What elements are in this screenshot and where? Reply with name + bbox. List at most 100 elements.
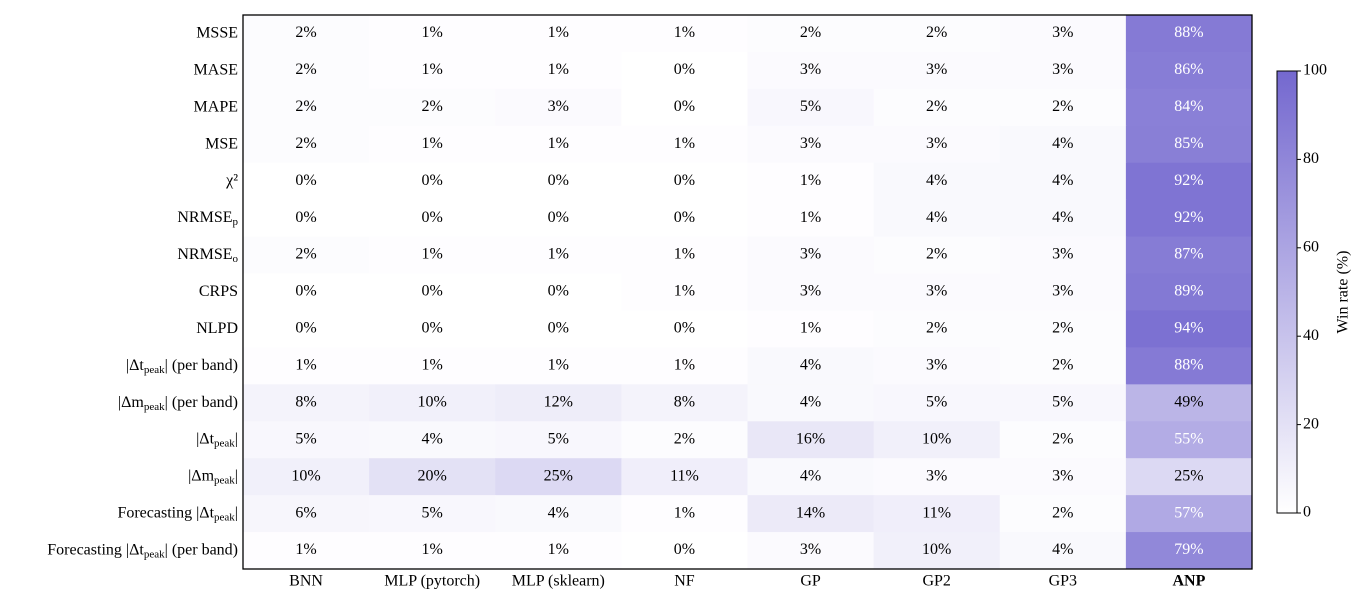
cell-label: 2% [926,24,947,41]
heatmap-cell [495,310,622,348]
heatmap-cell [873,532,1001,570]
column-label: GP3 [1049,573,1077,590]
heatmap-cell [369,162,496,201]
heatmap-cell [999,51,1127,90]
cell-label: 0% [548,320,569,337]
heatmap-cell [243,162,370,201]
cell-label: 4% [800,393,821,410]
cell-label: 1% [548,541,569,558]
cell-label: 1% [674,504,695,521]
heatmap-cell [999,384,1127,422]
cell-label: 4% [1052,172,1073,189]
cell-label: 4% [800,467,821,484]
heatmap-cell [1125,15,1253,53]
row-label: MASE [194,61,238,78]
row-label: |Δmpeak| [188,467,238,486]
heatmap-cell [369,88,496,127]
colorbar-label: Win rate (%) [1335,251,1352,334]
row-label-part: | [235,430,238,447]
cell-label: 1% [548,357,569,374]
cell-label: 11% [670,467,699,484]
cell-label: 2% [295,61,316,78]
heatmap-cell [1125,347,1253,385]
heatmap-cell [495,347,622,385]
cell-label: 79% [1174,541,1203,558]
heatmap-cell [873,273,1001,311]
cell-label: 3% [1052,246,1073,263]
cell-label: 3% [926,357,947,374]
row-label: NLPD [196,320,238,337]
heatmap-cell [243,125,370,164]
row-label-part: MSE [205,135,238,152]
heatmap-cell [1125,236,1253,275]
heatmap-cell [1125,199,1253,238]
heatmap-cell [369,15,496,53]
cell-label: 1% [295,541,316,558]
cell-label: 5% [422,504,443,521]
heatmap-cell [243,51,370,90]
heatmap-cell [369,199,496,238]
cell-label: 1% [422,246,443,263]
cell-label: 1% [422,135,443,152]
heatmap-cell [1125,384,1253,422]
cell-label: 3% [800,246,821,263]
cell-label: 4% [926,172,947,189]
row-label: MSSE [196,24,238,41]
heatmap-cell [243,495,370,533]
cell-label: 0% [674,541,695,558]
heatmap-cell [1125,125,1253,164]
heatmap-cell [621,236,748,275]
heatmap-cell [999,347,1127,385]
column-label: ANP [1172,573,1205,590]
cell-label: 1% [674,283,695,300]
heatmap-cell [621,199,748,238]
row-label-part: peak [144,548,165,560]
column-label: GP [800,573,821,590]
cell-label: 3% [926,61,947,78]
heatmap-cell [369,273,496,311]
row-label-part: Forecasting |Δt [117,504,214,521]
cell-label: 3% [800,283,821,300]
row-label-part: |Δt [196,430,214,447]
heatmap-cell [495,273,622,311]
cell-label: 1% [422,61,443,78]
cell-label: 1% [548,61,569,78]
cell-label: 92% [1174,209,1203,226]
cell-label: 3% [926,467,947,484]
cell-label: 1% [800,209,821,226]
heatmap-cell [243,273,370,311]
cell-label: 86% [1174,61,1203,78]
cell-label: 5% [926,393,947,410]
heatmap-cell [873,199,1001,238]
colorbar [1276,70,1298,514]
heatmap-cell [1125,458,1253,496]
heatmap-cell [369,458,496,496]
heatmap-cell [621,421,748,459]
cell-label: 49% [1174,393,1203,410]
cell-label: 16% [796,430,825,447]
heatmap-cell [495,51,622,90]
heatmap-cell [999,125,1127,164]
cell-label: 94% [1174,320,1203,337]
row-label-part: NLPD [196,320,238,337]
heatmap-cell [243,347,370,385]
cell-label: 0% [548,283,569,300]
cell-label: 2% [1052,430,1073,447]
cell-label: 2% [926,246,947,263]
row-label-part: CRPS [199,283,238,300]
heatmap-cell [243,15,370,53]
row-label: MAPE [194,98,238,115]
cell-label: 6% [295,504,316,521]
heatmap-cell [243,199,370,238]
cell-label: 0% [674,320,695,337]
row-label-part: peak [144,400,165,412]
heatmap-cell [999,273,1127,311]
row-label-part: peak [214,511,235,523]
cell-label: 87% [1174,246,1203,263]
colorbar-tick-label: 20 [1303,415,1319,432]
cell-label: 2% [926,320,947,337]
cell-label: 2% [1052,98,1073,115]
cell-label: 0% [422,320,443,337]
heatmap-cell [747,347,875,385]
heatmap-cell [621,347,748,385]
